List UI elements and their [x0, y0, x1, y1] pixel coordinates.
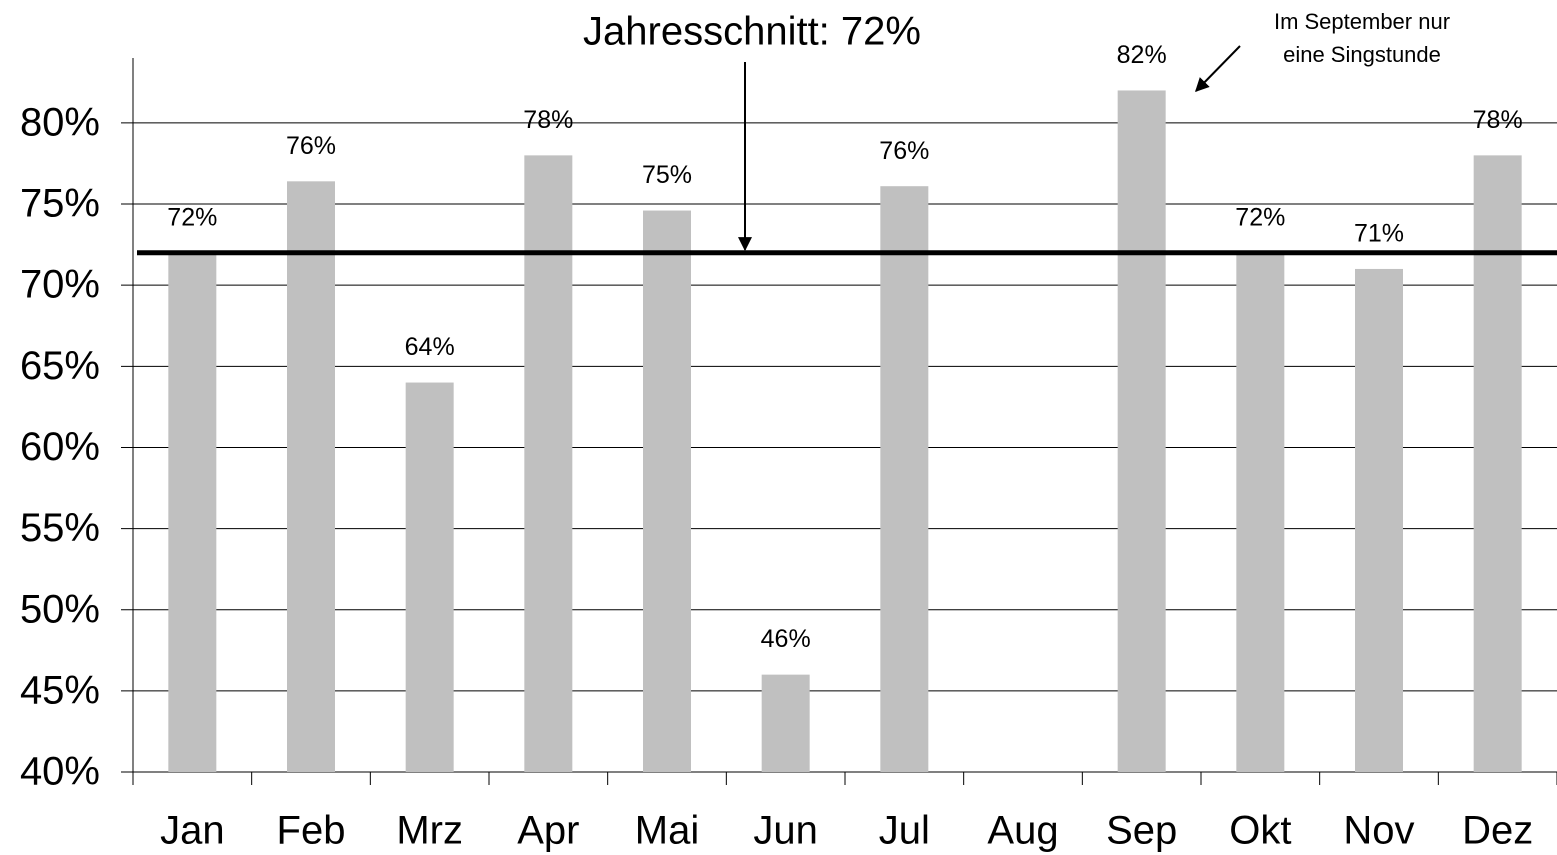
y-tick-label: 65% [20, 344, 100, 388]
x-tick-label: Aug [987, 809, 1058, 853]
value-label: 82% [1117, 41, 1167, 69]
y-tick-label: 40% [20, 750, 100, 794]
value-label: 46% [761, 625, 811, 653]
x-tick-label: Dez [1462, 809, 1533, 853]
x-tick-label: Okt [1229, 809, 1291, 853]
value-label: 76% [879, 137, 929, 165]
value-label: 72% [167, 203, 217, 231]
y-tick-label: 75% [20, 182, 100, 226]
y-tick-label: 80% [20, 100, 100, 144]
x-tick-label: Jan [160, 809, 225, 853]
bar [1355, 268, 1403, 772]
value-label: 78% [1473, 106, 1523, 134]
x-tick-label: Nov [1343, 809, 1414, 853]
bar [1236, 252, 1285, 772]
y-tick-label: 60% [20, 425, 100, 469]
bar [1473, 155, 1522, 772]
bar [880, 186, 929, 773]
bar [405, 382, 454, 772]
y-tick-label: 50% [20, 587, 100, 631]
value-label: 78% [523, 106, 573, 134]
value-label: 75% [642, 161, 692, 189]
bar [761, 674, 810, 772]
note: Im September nur [1274, 9, 1450, 34]
x-tick-label: Mai [635, 809, 699, 853]
value-label: 72% [1235, 203, 1285, 231]
bar [1117, 90, 1166, 773]
x-tick-label: Sep [1106, 809, 1177, 853]
bar [287, 181, 335, 772]
x-tick-label: Apr [517, 809, 579, 853]
bar [524, 155, 573, 772]
bar [643, 210, 691, 772]
value-label: 71% [1354, 220, 1404, 248]
bar [168, 252, 217, 772]
x-tick-label: Feb [277, 809, 346, 853]
x-tick-label: Mrz [396, 809, 463, 853]
value-label: 76% [286, 132, 336, 160]
note: eine Singstunde [1283, 42, 1441, 67]
y-tick-label: 55% [20, 506, 100, 550]
y-tick-label: 70% [20, 263, 100, 307]
average-label: Jahresschnitt: 72% [583, 10, 921, 54]
note-arrow [1195, 45, 1241, 93]
x-tick-label: Jul [879, 809, 930, 853]
x-tick-label: Jun [753, 809, 818, 853]
y-tick-label: 45% [20, 668, 100, 712]
value-label: 64% [405, 333, 455, 361]
